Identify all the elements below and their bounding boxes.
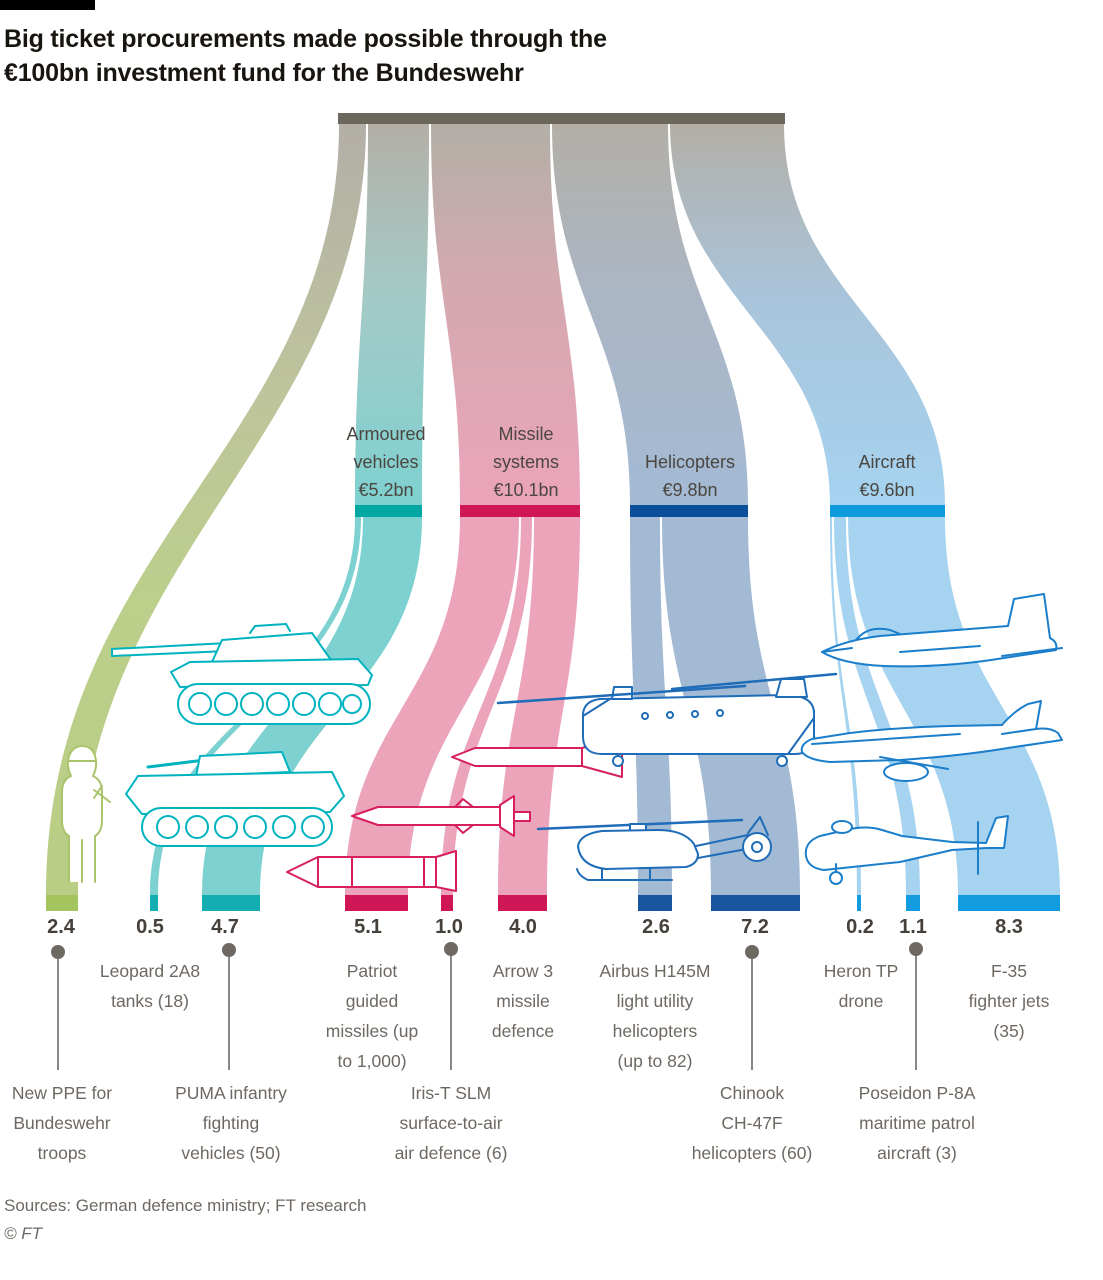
f35-end-bar bbox=[958, 895, 1060, 911]
value-iris-t: 1.0 bbox=[435, 916, 463, 938]
ppe-connector bbox=[51, 945, 65, 1070]
leopard-2a8-tank-icon bbox=[111, 623, 373, 725]
h145m-end-bar bbox=[638, 895, 672, 911]
flow-ribbons-upper bbox=[46, 124, 945, 895]
armoured-bar bbox=[355, 505, 422, 517]
label-f35: F-35 fighter jets (35) bbox=[968, 961, 1050, 1041]
category-label-missile-systems: Missile systems €10.1bn bbox=[492, 424, 560, 500]
puma-end-bar bbox=[202, 895, 260, 911]
value-heron: 0.2 bbox=[846, 916, 874, 938]
value-ppe: 2.4 bbox=[47, 916, 75, 938]
label-h145m: Airbus H145M light utility helicopters (… bbox=[599, 961, 711, 1071]
f35-jet-icon bbox=[821, 593, 1063, 668]
h145m-helicopter-icon bbox=[536, 816, 772, 881]
helicopter-bar bbox=[630, 505, 748, 517]
arrow3-end-bar bbox=[498, 895, 547, 911]
aircraft-bar bbox=[830, 505, 945, 517]
label-heron: Heron TP drone bbox=[823, 961, 899, 1011]
label-patriot: Patriot guided missiles (up to 1,000) bbox=[325, 961, 419, 1071]
category-label-armoured-vehicles: Armoured vehicles €5.2bn bbox=[346, 424, 426, 500]
flow-aircraft-upper bbox=[670, 124, 945, 505]
flow-arrow3 bbox=[498, 517, 580, 895]
flow-ppe bbox=[46, 124, 366, 895]
heron-tp-drone-icon bbox=[804, 815, 1009, 885]
callout-connectors bbox=[51, 942, 923, 1070]
patriot-end-bar bbox=[345, 895, 408, 911]
value-chinook: 7.2 bbox=[741, 916, 769, 938]
value-f35: 8.3 bbox=[995, 916, 1023, 938]
label-ppe: New PPE for Bundeswehr troops bbox=[11, 1083, 113, 1163]
leopard-end-bar bbox=[150, 895, 158, 911]
chinook-end-bar bbox=[711, 895, 800, 911]
copyright-note: © FT bbox=[4, 1224, 43, 1243]
equipment-icons bbox=[61, 593, 1063, 892]
patriot-missile-icon bbox=[286, 850, 457, 892]
chinook-connector bbox=[745, 945, 759, 1070]
iris-t-connector bbox=[444, 942, 458, 1070]
poseidon-end-bar bbox=[906, 895, 920, 911]
sources-note: Sources: German defence ministry; FT res… bbox=[4, 1196, 367, 1215]
chinook-helicopter-icon bbox=[496, 672, 838, 767]
iris-t-end-bar bbox=[441, 895, 453, 911]
iris-t-missile-icon bbox=[351, 795, 531, 837]
ft-black-tab bbox=[0, 0, 95, 10]
label-chinook: Chinook CH-47F helicopters (60) bbox=[691, 1083, 813, 1163]
poseidon-p8a-icon bbox=[800, 700, 1063, 782]
flow-patriot bbox=[345, 517, 519, 895]
value-h145m: 2.6 bbox=[642, 916, 670, 938]
flow-missile-upper bbox=[431, 124, 580, 505]
item-end-bars bbox=[46, 895, 1060, 911]
label-arrow3: Arrow 3 missile defence bbox=[491, 961, 555, 1041]
value-arrow3: 4.0 bbox=[509, 916, 537, 938]
value-patriot: 5.1 bbox=[354, 916, 382, 938]
flow-iris-t bbox=[441, 517, 532, 895]
flow-f35 bbox=[848, 517, 1060, 895]
ppe-end-bar bbox=[46, 895, 78, 911]
flow-heron bbox=[830, 517, 861, 895]
flow-helicopter-upper bbox=[552, 124, 748, 505]
fund-source-bar bbox=[338, 113, 785, 124]
category-bars bbox=[355, 505, 945, 517]
category-label-helicopters: Helicopters €9.8bn bbox=[644, 452, 736, 500]
missile-bar bbox=[460, 505, 580, 517]
flow-poseidon bbox=[834, 517, 920, 895]
label-puma: PUMA infantry fighting vehicles (50) bbox=[175, 1083, 287, 1163]
label-poseidon: Poseidon P-8A maritime patrol aircraft (… bbox=[858, 1083, 976, 1163]
value-leopard: 0.5 bbox=[136, 916, 164, 938]
flow-armoured-upper bbox=[355, 124, 429, 505]
label-leopard: Leopard 2A8 tanks (18) bbox=[99, 961, 201, 1011]
poseidon-connector bbox=[909, 942, 923, 1070]
value-puma: 4.7 bbox=[211, 916, 239, 938]
soldier-icon bbox=[61, 745, 111, 883]
heron-end-bar bbox=[857, 895, 861, 911]
chart-title: Big ticket procurements made possible th… bbox=[4, 25, 607, 87]
puma-connector bbox=[222, 943, 236, 1070]
label-iris-t: Iris-T SLM surface-to-air air defence (6… bbox=[394, 1083, 508, 1163]
category-label-aircraft: Aircraft €9.6bn bbox=[858, 452, 916, 500]
value-poseidon: 1.1 bbox=[899, 916, 927, 938]
puma-ifv-icon bbox=[125, 751, 345, 847]
